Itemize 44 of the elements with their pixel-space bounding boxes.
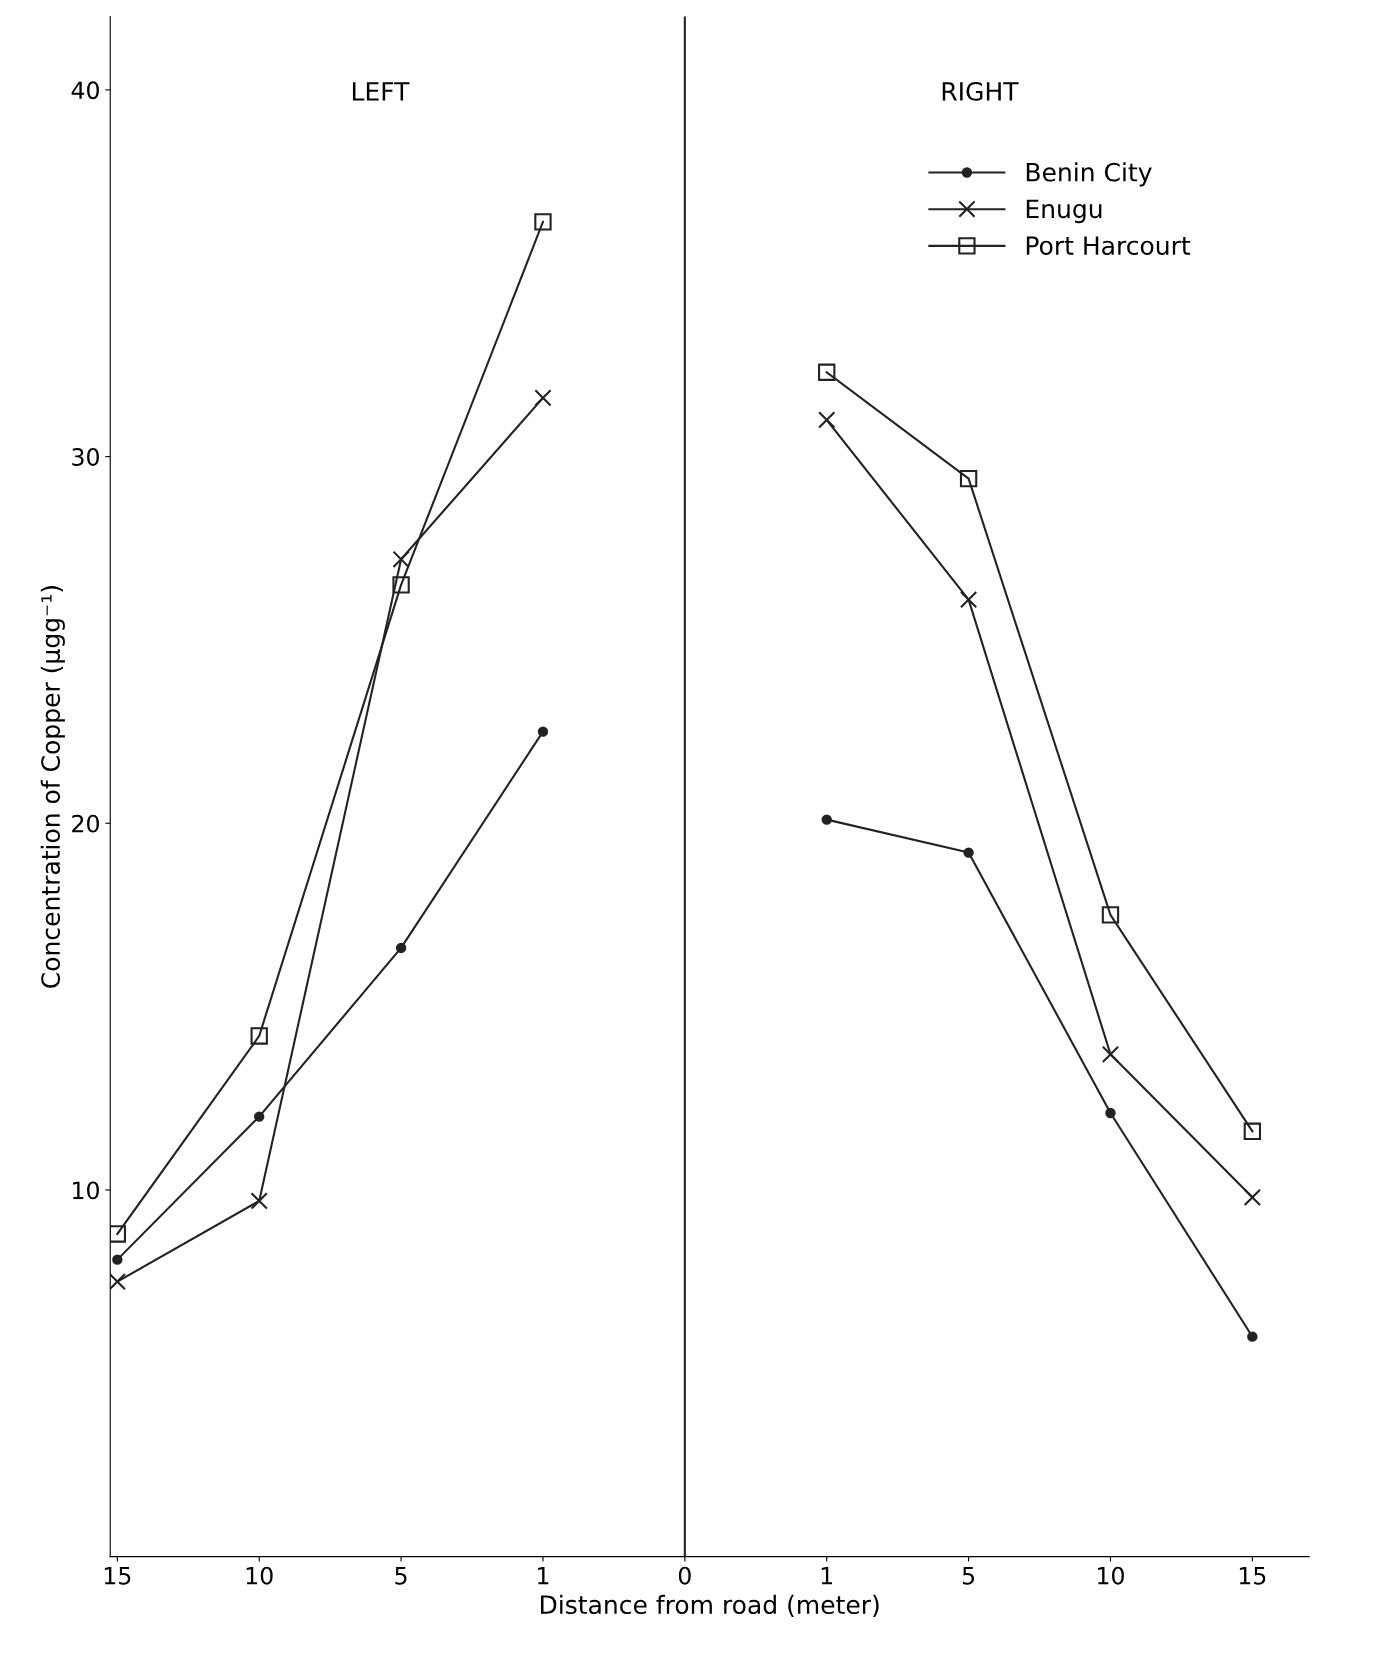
x-tick-label: 15 bbox=[104, 1567, 131, 1585]
point bbox=[392, 576, 410, 594]
x-tick-label: 15 bbox=[1239, 1567, 1266, 1585]
annotation: LEFT bbox=[352, 82, 410, 101]
annotation: RIGHT bbox=[942, 81, 1019, 101]
legend-label: Enugu bbox=[1026, 199, 1102, 224]
point bbox=[534, 389, 552, 407]
point bbox=[110, 1225, 127, 1243]
point bbox=[254, 1111, 265, 1122]
x-tick-label: 5 bbox=[962, 1567, 975, 1585]
point bbox=[392, 550, 410, 568]
legend-label: Port Harcourt bbox=[1026, 236, 1191, 256]
x-tick-label: 1 bbox=[538, 1567, 549, 1585]
x-tick-label: 10 bbox=[1098, 1566, 1124, 1585]
point bbox=[821, 814, 832, 825]
point bbox=[534, 213, 552, 231]
point bbox=[395, 942, 407, 954]
point bbox=[959, 469, 978, 488]
point bbox=[1101, 1045, 1120, 1063]
point bbox=[250, 1192, 268, 1210]
point bbox=[959, 590, 978, 609]
y-tick-label: 10 bbox=[73, 1181, 99, 1200]
x-tick-label: 1 bbox=[821, 1567, 833, 1585]
x-tick-label: 10 bbox=[246, 1566, 273, 1585]
y-tick-label: 30 bbox=[72, 448, 99, 466]
point bbox=[818, 411, 836, 429]
x-tick-label: 5 bbox=[395, 1567, 407, 1585]
point bbox=[110, 1272, 127, 1291]
legend-label: Benin City bbox=[1026, 162, 1152, 187]
point bbox=[1105, 1107, 1116, 1119]
y-tick-label: 40 bbox=[71, 81, 99, 100]
point bbox=[1247, 1331, 1258, 1342]
point bbox=[1243, 1122, 1262, 1140]
x-tick-label: 0 bbox=[678, 1566, 691, 1585]
point bbox=[1243, 1188, 1262, 1206]
y-axis-title: Concentration of Copper (µgg⁻¹) bbox=[40, 586, 65, 988]
x-axis-title: Distance from road (meter) bbox=[541, 1594, 879, 1618]
point bbox=[963, 847, 974, 858]
point bbox=[1101, 906, 1120, 924]
point bbox=[250, 1027, 268, 1045]
point bbox=[818, 363, 836, 381]
y-tick-label: 20 bbox=[72, 814, 99, 833]
point bbox=[537, 726, 549, 737]
point bbox=[112, 1254, 123, 1265]
